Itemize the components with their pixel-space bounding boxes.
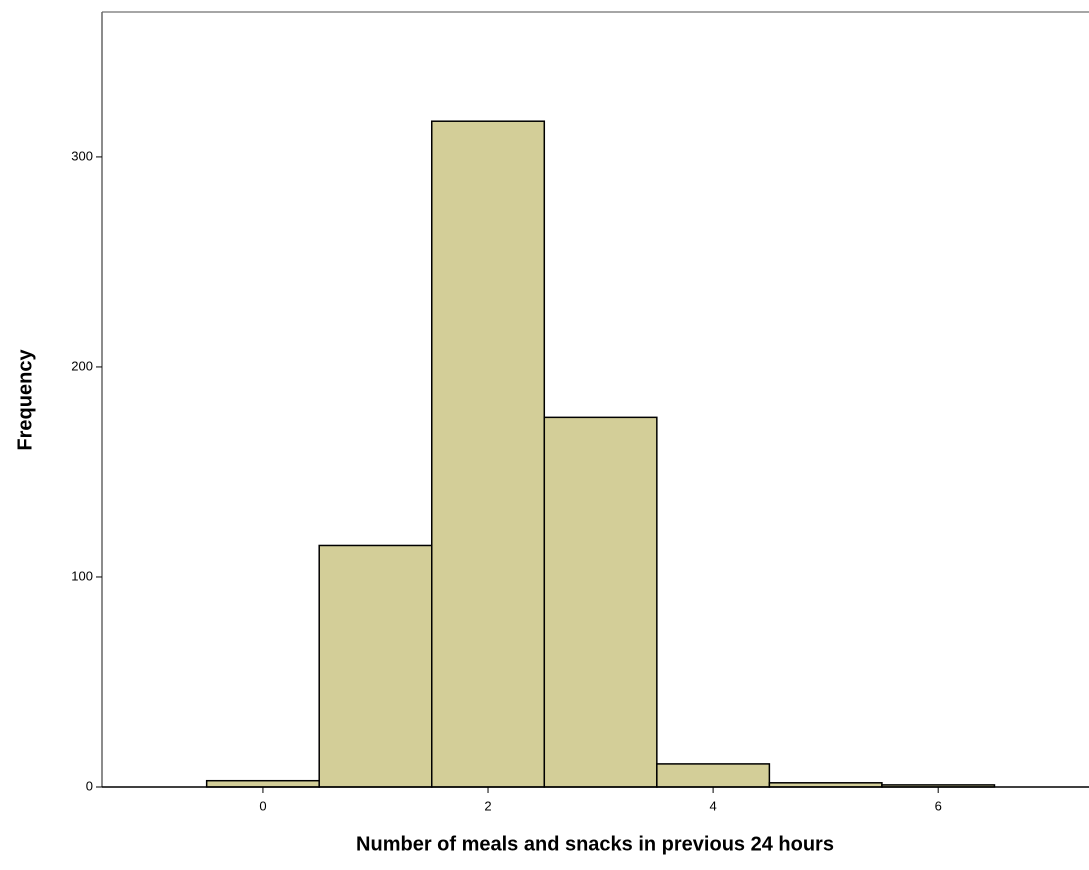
x-tick-label: 2 — [484, 798, 491, 813]
bar — [543, 416, 658, 788]
y-tick-label: 300 — [71, 148, 93, 163]
y-tick-label: 100 — [71, 568, 93, 583]
bar — [318, 544, 433, 788]
x-tick-label: 6 — [935, 798, 942, 813]
y-tick-label: 200 — [71, 358, 93, 373]
x-axis-title: Number of meals and snacks in previous 2… — [356, 833, 834, 855]
y-tick-label: 0 — [86, 778, 93, 793]
bar — [205, 779, 320, 788]
x-tick-label: 0 — [259, 798, 266, 813]
y-axis-title: Frequency — [14, 349, 36, 451]
bar — [656, 763, 771, 788]
bar — [431, 120, 546, 788]
x-tick-label: 4 — [709, 798, 716, 813]
